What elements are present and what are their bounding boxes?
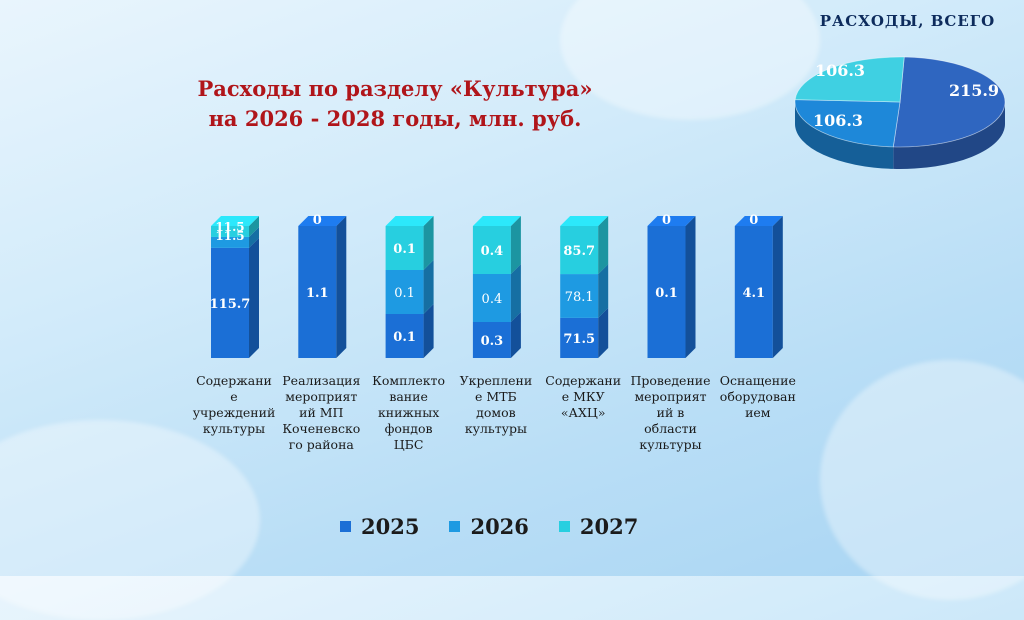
data-label: 0.3 <box>481 334 504 349</box>
legend-swatch <box>449 521 461 532</box>
bar-segment-2026 <box>472 274 511 322</box>
data-label: 71.5 <box>563 332 595 347</box>
bar-side-2025 <box>510 312 521 358</box>
data-label: 0.4 <box>481 244 504 259</box>
category-label: Комплекто вание книжных фондов ЦБС <box>372 373 446 452</box>
bar-top <box>298 216 347 226</box>
bar-segment-2027 <box>385 226 424 270</box>
pie-label: 106.3 <box>815 61 865 80</box>
bar-top <box>734 216 783 226</box>
bar-side-2025 <box>685 216 696 358</box>
bar-top <box>472 216 521 226</box>
pie-label: 215.9 <box>949 81 999 100</box>
pie-slice <box>892 56 1006 148</box>
bar-side-2027 <box>249 216 259 237</box>
category-label: Содержани е МКУ «АХЦ» <box>545 373 622 420</box>
data-label: 11.5 <box>215 220 244 234</box>
legend-swatch <box>558 521 570 532</box>
bar-segment-2025 <box>647 226 686 358</box>
data-label: 0.1 <box>393 242 416 257</box>
pie-slice <box>794 56 905 103</box>
bar-segment-2025 <box>472 322 511 358</box>
pie-side <box>893 102 1005 169</box>
data-label: 85.7 <box>563 244 595 259</box>
bar-segment-2027 <box>472 226 511 274</box>
data-label: 78.1 <box>565 290 594 305</box>
data-label: 0 <box>313 213 322 228</box>
bar-group: 0.1 0.1 0.1 <box>385 216 434 358</box>
bar-segment-2025 <box>385 314 424 358</box>
pie-chart: 215.9 106.3 106.3 <box>794 56 1006 169</box>
bar-side-2026 <box>249 226 259 248</box>
bar-segment-2025 <box>298 226 337 358</box>
bar-segment-2026 <box>211 236 249 248</box>
title-line-1: Расходы по разделу «Культура» <box>197 76 593 101</box>
legend-swatch <box>340 521 351 532</box>
category-label: Проведение мероприят ий в области культу… <box>630 373 711 452</box>
bar-top <box>385 216 434 226</box>
page-title: Расходы по разделу «Культура» на 2026 - … <box>175 74 615 134</box>
bar-group: 1.10 <box>298 213 347 358</box>
pie-label: 106.3 <box>813 111 863 130</box>
bar-side-2026 <box>510 264 521 322</box>
bar-top <box>211 216 259 226</box>
bar-side-2025 <box>772 216 783 358</box>
legend-item: 2025 <box>340 514 419 539</box>
legend-label: 2027 <box>579 514 639 539</box>
pie-side <box>795 102 894 169</box>
category-label: Реализация мероприят ий МП Коченевско го… <box>282 373 361 452</box>
data-label: 0.4 <box>482 292 503 307</box>
data-label: 0.1 <box>393 330 416 345</box>
bar-group: 4.10 <box>734 213 783 358</box>
bar-top <box>647 216 696 226</box>
bar-side-2027 <box>510 216 521 274</box>
bar-side-2027 <box>598 216 609 275</box>
bar-segment-2025 <box>211 247 249 358</box>
data-label: 0.1 <box>655 286 678 301</box>
chart-legend: 2025 2026 2027 <box>340 514 638 539</box>
bar-group: 0.10 <box>647 213 696 358</box>
bar-group: 71.5 78.1 85.7 <box>560 216 609 358</box>
data-label: 0 <box>749 213 758 228</box>
bar-segment-2027 <box>211 226 249 237</box>
pie-slice <box>794 99 901 148</box>
data-label: 0.1 <box>394 286 415 301</box>
bar-segment-2025 <box>560 317 599 358</box>
category-label: Содержани е учреждений культуры <box>192 373 276 436</box>
data-label: 1.1 <box>306 286 329 301</box>
data-label: 115.7 <box>210 297 251 312</box>
bar-chart: 115.711.511.51.100.10.10.10.30.40.471.57… <box>210 213 783 358</box>
bar-side-2025 <box>423 304 434 358</box>
bar-segment-2025 <box>734 226 773 358</box>
bar-side-2026 <box>598 264 609 318</box>
bar-side-2027 <box>423 216 434 270</box>
category-label: Укреплени е МТБ домов культуры <box>459 373 533 436</box>
bar-side-2025 <box>598 307 609 358</box>
pie-title: РАСХОДЫ, ВСЕГО <box>819 12 996 30</box>
bar-side-2026 <box>423 260 434 314</box>
bar-top <box>560 216 609 226</box>
bar-segment-2027 <box>560 226 599 275</box>
title-line-2: на 2026 - 2028 годы, млн. руб. <box>208 106 582 131</box>
bar-side-2025 <box>249 237 259 358</box>
data-label: 4.1 <box>742 286 765 301</box>
bar-segment-2026 <box>385 270 424 314</box>
data-label: 11.5 <box>215 229 244 243</box>
category-label: Оснащение оборудован ием <box>719 373 796 420</box>
legend-label: 2025 <box>361 514 420 539</box>
legend-item: 2026 <box>449 514 529 539</box>
bar-side-2025 <box>336 216 347 358</box>
legend-label: 2026 <box>470 514 529 539</box>
bar-group: 0.3 0.4 0.4 <box>472 216 521 358</box>
bar-segment-2026 <box>560 274 599 318</box>
data-label: 0 <box>662 213 671 228</box>
legend-item: 2027 <box>558 514 639 539</box>
bar-group: 115.7 11.511.5 <box>210 216 259 358</box>
